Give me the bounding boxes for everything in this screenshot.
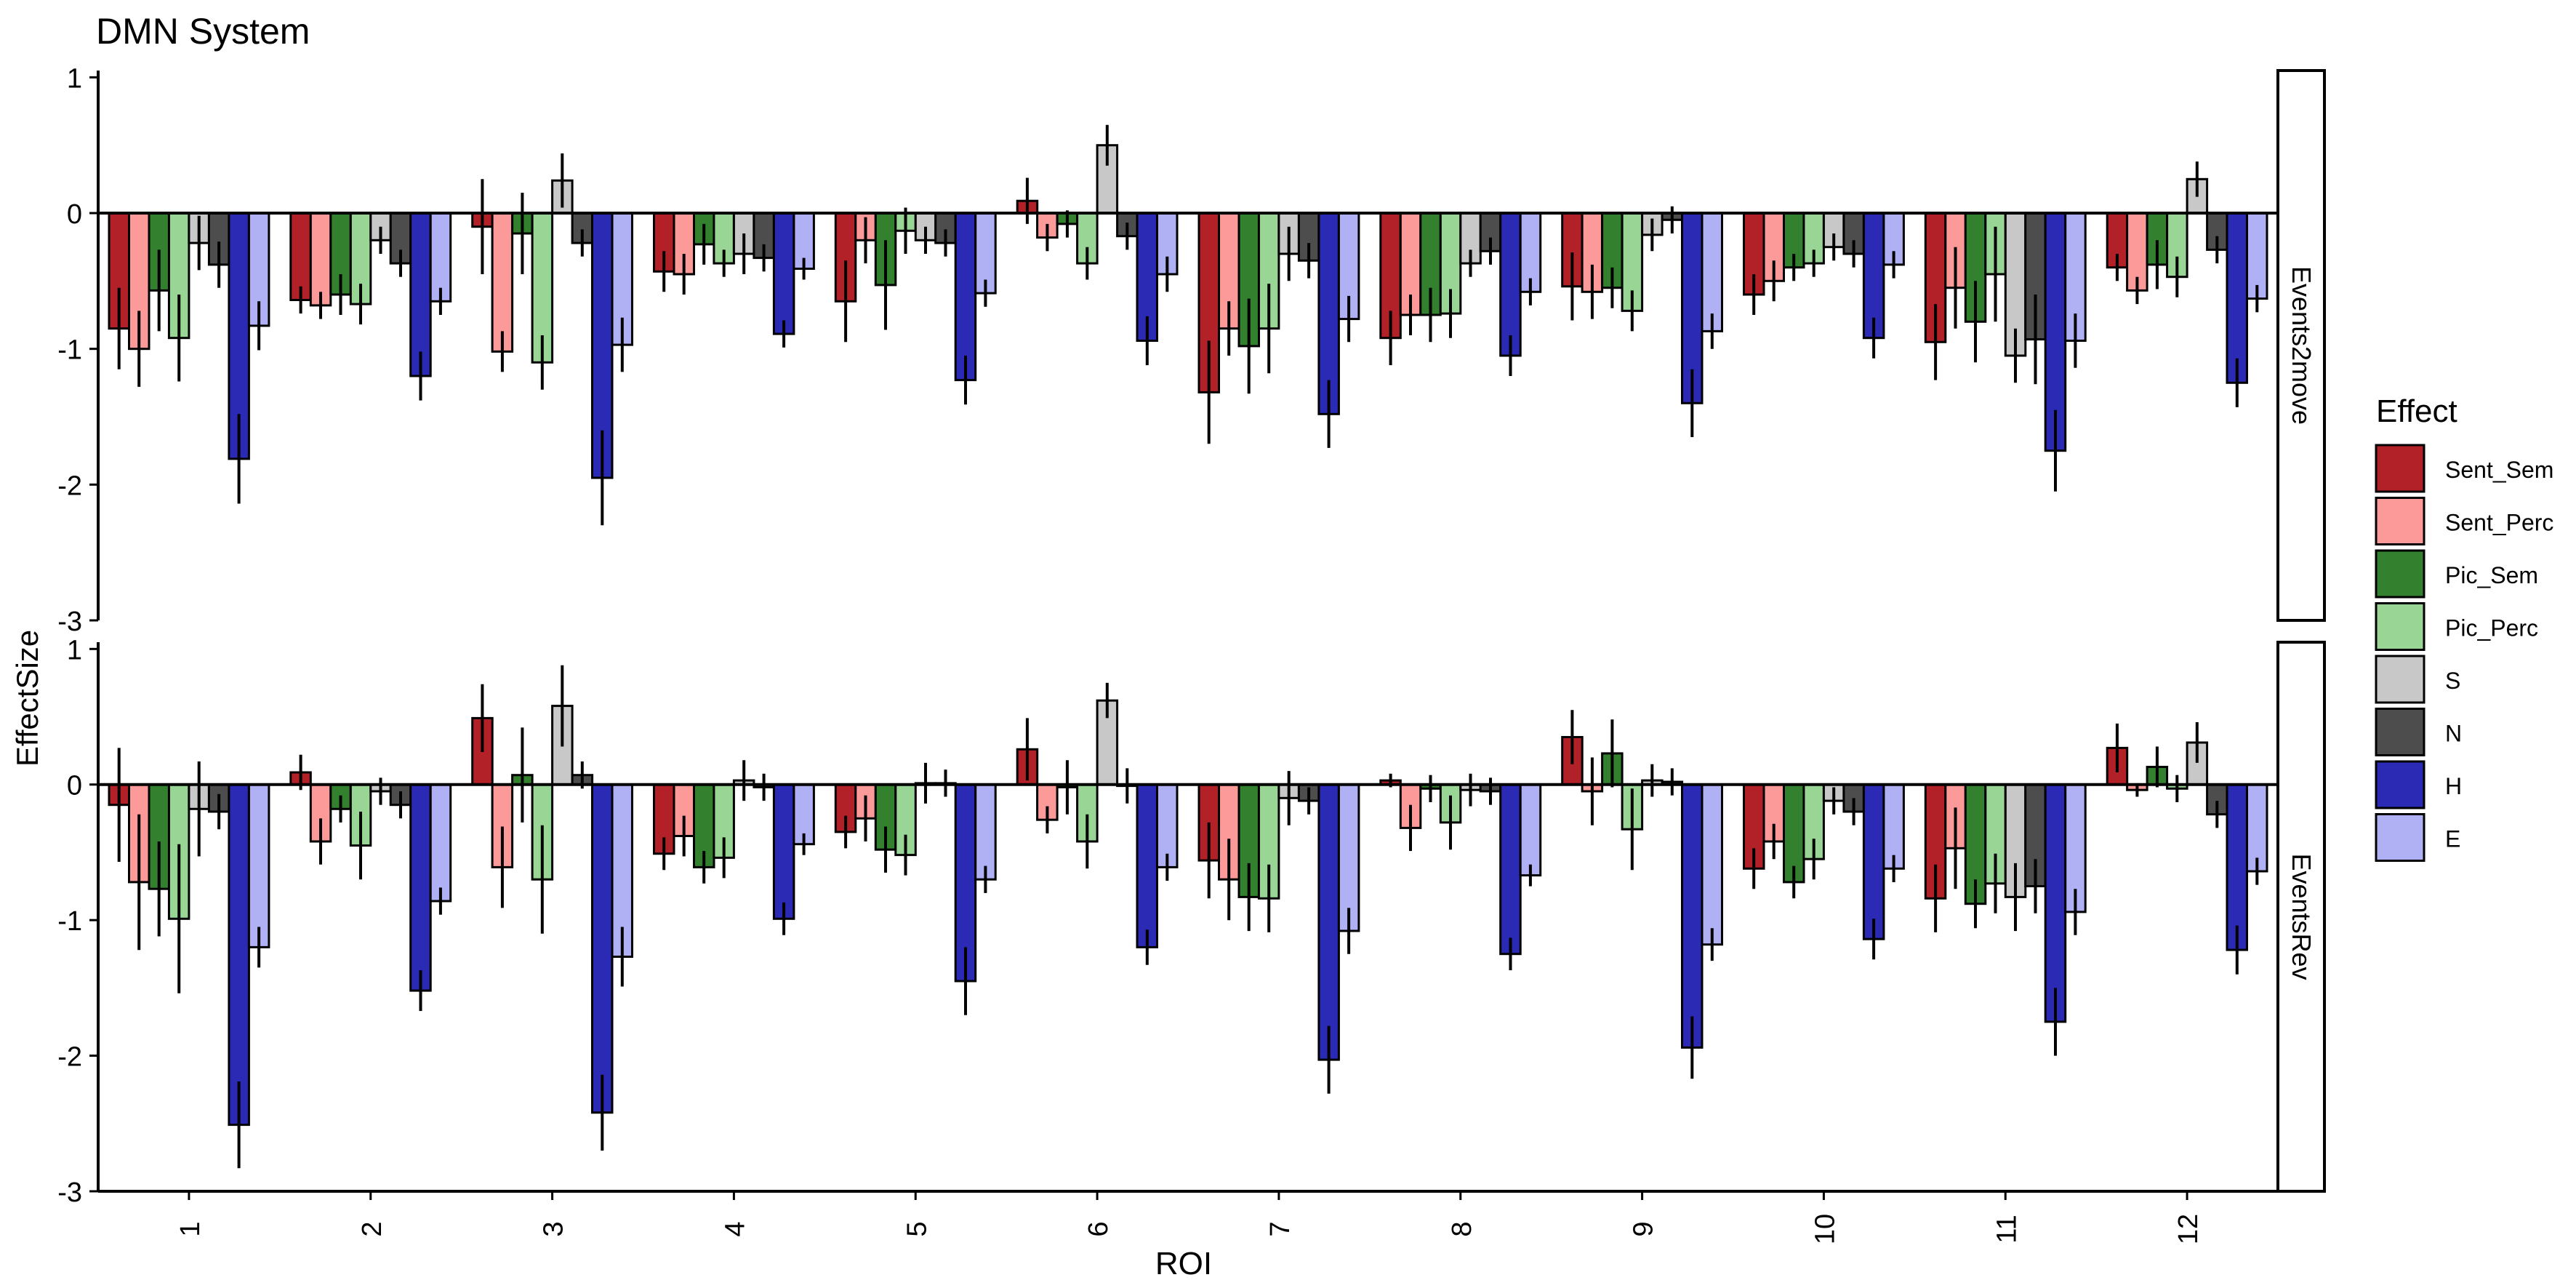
legend-item-H: H <box>2375 760 2462 809</box>
y-tick-label: -2 <box>57 471 82 501</box>
legend-title: Effect <box>2376 393 2457 429</box>
x-tick-label: 7 <box>1265 1221 1296 1236</box>
legend-items: Sent_Sem Sent_Perc Pic_Sem Pic_Perc S NH E <box>2375 444 2553 862</box>
x-tick-label: 2 <box>357 1221 388 1236</box>
bar <box>491 212 514 353</box>
facet-label: EventsRev <box>2287 853 2316 980</box>
x-tick-label: 12 <box>2173 1214 2204 1244</box>
bar <box>409 783 432 992</box>
bar <box>974 783 997 881</box>
series-Sent_Perc <box>128 757 2148 951</box>
legend-label: Sent_Sem <box>2445 457 2553 483</box>
legend-label: Pic_Sem <box>2445 562 2538 588</box>
y-tick-label: 0 <box>67 199 82 230</box>
series-H <box>228 212 2248 526</box>
bar <box>228 783 250 1127</box>
x-axis: 1 2 3 4 5 6 7 8 9 10 11 12 <box>98 1190 2278 1244</box>
legend-swatch <box>2375 549 2425 599</box>
bar <box>1136 783 1158 948</box>
legend-item-E: E <box>2375 813 2460 862</box>
y-tick-label: -1 <box>57 335 82 366</box>
x-tick-label: 5 <box>902 1221 932 1236</box>
series-Pic_Perc <box>167 775 2188 993</box>
bar <box>247 783 270 948</box>
series-Sent_Perc <box>128 212 2148 387</box>
series-N <box>207 761 2228 913</box>
y-tick-label: -3 <box>57 607 82 637</box>
x-tick-label: 1 <box>175 1221 206 1236</box>
legend: Effect Sent_SemSent_PercPic_SemPic_PercS… <box>2375 393 2553 862</box>
bar <box>591 783 614 1114</box>
x-tick-label: 10 <box>1810 1214 1840 1244</box>
bar <box>1862 783 1885 940</box>
bar <box>954 212 977 382</box>
y-tick-label: 1 <box>67 63 82 94</box>
legend-swatch <box>2375 497 2425 545</box>
legend-label: E <box>2445 826 2460 852</box>
x-tick-label: 6 <box>1083 1221 1114 1236</box>
legend-swatch <box>2375 444 2425 493</box>
bar <box>1701 212 1723 332</box>
legend-item-N: N <box>2375 708 2462 756</box>
series-Sent_Sem <box>108 177 2129 444</box>
legend-swatch <box>2375 708 2425 756</box>
series-E <box>247 783 2268 987</box>
y-tick-label: 1 <box>67 635 82 665</box>
bar <box>2044 783 2067 1023</box>
legend-item-Pic_Perc: Pic_Perc <box>2375 602 2538 651</box>
facet-label: Events2move <box>2287 266 2316 425</box>
bar <box>1681 783 1704 1049</box>
y-tick-label: -2 <box>57 1042 82 1073</box>
bar <box>2226 783 2248 951</box>
legend-swatch <box>2375 813 2425 862</box>
bar <box>429 783 452 903</box>
legend-item-Sent_Sem: Sent_Sem <box>2375 444 2553 493</box>
bar <box>1499 783 1522 956</box>
bar <box>1519 783 1542 877</box>
bar <box>1317 783 1340 1061</box>
y-tick-label: -3 <box>57 1177 82 1208</box>
legend-item-S: S <box>2375 655 2460 704</box>
legend-swatch <box>2375 602 2425 651</box>
y-tick-label: -1 <box>57 906 82 937</box>
bar <box>108 212 130 330</box>
bar <box>309 212 332 307</box>
legend-label: H <box>2445 773 2462 799</box>
series-Pic_Sem <box>148 193 2169 394</box>
x-axis-label: ROI <box>1155 1246 1212 1281</box>
legend-item-Sent_Perc: Sent_Perc <box>2375 497 2553 545</box>
legend-item-Pic_Sem: Pic_Sem <box>2375 549 2538 599</box>
bar <box>1499 212 1522 357</box>
x-tick-label: 8 <box>1447 1221 1477 1236</box>
legend-swatch <box>2375 655 2425 704</box>
x-tick-label: 3 <box>539 1221 569 1236</box>
x-tick-label: 9 <box>1629 1221 1659 1236</box>
legend-label: N <box>2445 721 2462 747</box>
facet-strip <box>2276 69 2326 622</box>
legend-label: S <box>2445 668 2460 694</box>
legend-swatch <box>2375 760 2425 809</box>
series-S <box>188 665 2209 932</box>
y-tick-label: 0 <box>67 771 82 801</box>
panel-EventsRev: 1 0 -1 -2 -3 EventsRev <box>57 635 2326 1208</box>
bar <box>1783 212 1805 269</box>
bar <box>1882 783 1905 870</box>
x-tick-label: 11 <box>1991 1215 2022 1243</box>
chart-title: DMN System <box>96 11 310 52</box>
facet-strip <box>2276 641 2326 1193</box>
x-tick-label: 4 <box>720 1221 750 1236</box>
bar <box>2226 212 2248 384</box>
bar <box>1701 783 1723 946</box>
bar <box>772 212 795 335</box>
y-axis-label: EffectSize <box>10 630 44 767</box>
bar <box>772 783 795 920</box>
legend-label: Sent_Perc <box>2445 510 2553 536</box>
legend-label: Pic_Perc <box>2445 615 2538 641</box>
panel-Events2move: 1 0 -1 -2 -3 Events2move <box>57 63 2326 637</box>
